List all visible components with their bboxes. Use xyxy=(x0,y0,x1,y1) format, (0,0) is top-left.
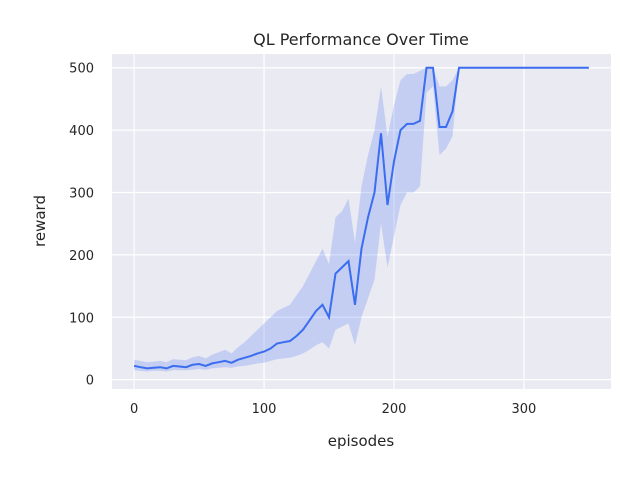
y-tick-label: 300 xyxy=(69,186,94,201)
reward-line xyxy=(133,66,589,370)
x-axis-label: episodes xyxy=(328,432,395,450)
x-tick-label: 0 xyxy=(130,402,138,417)
y-tick-label: 100 xyxy=(69,311,94,326)
chart-title: QL Performance Over Time xyxy=(253,30,469,49)
y-tick-label: 400 xyxy=(69,124,94,139)
y-tick-label: 200 xyxy=(69,249,94,264)
x-tick-label: 100 xyxy=(252,402,277,417)
y-tick-label: 0 xyxy=(86,374,94,389)
y-tick-label: 500 xyxy=(69,62,94,77)
y-axis-label: reward xyxy=(31,195,49,247)
x-tick-label: 300 xyxy=(512,402,537,417)
x-tick-labels: 0 100 200 300 xyxy=(130,402,536,417)
x-tick-label: 200 xyxy=(382,402,407,417)
confidence-band xyxy=(134,67,589,372)
plot-background xyxy=(112,54,611,389)
y-tick-labels: 0 100 200 300 400 500 xyxy=(69,62,94,389)
